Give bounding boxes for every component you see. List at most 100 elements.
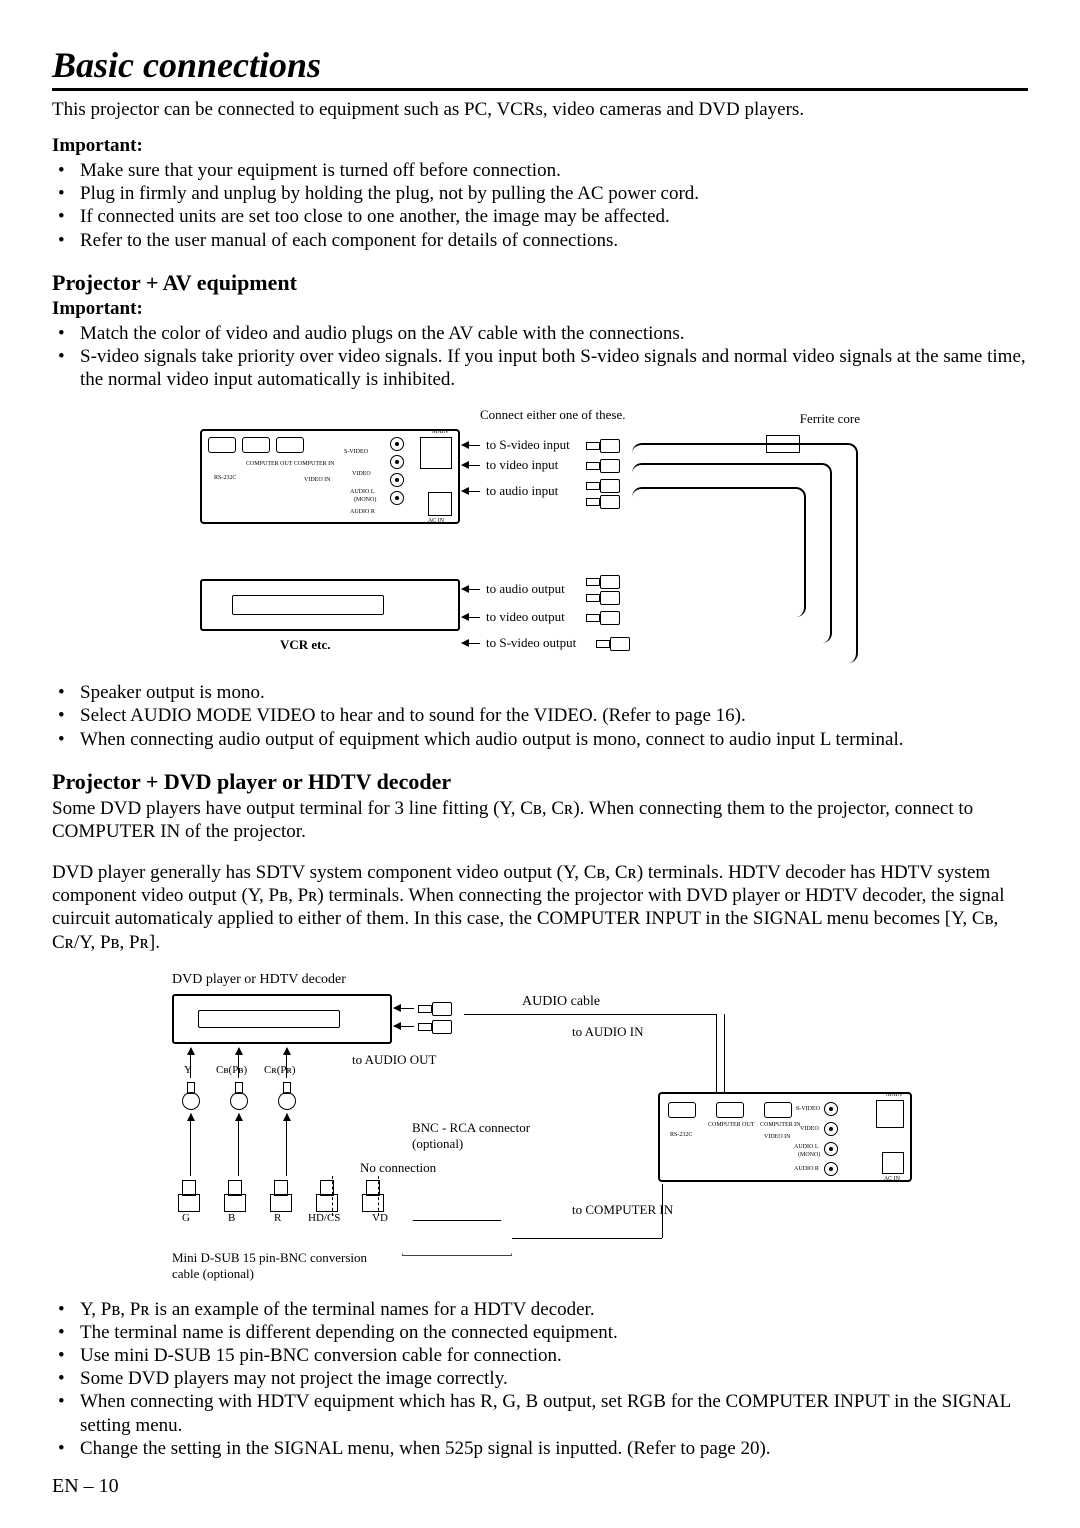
notes-after-d2: Y, Pʙ, Pʀ is an example of the terminal … (52, 1298, 1028, 1460)
diagram-label: to S-video output (486, 635, 576, 651)
port-icon (716, 1102, 744, 1118)
diagram-label: to audio output (486, 581, 565, 597)
page-number: EN – 10 (52, 1475, 119, 1498)
bnc-icon (224, 1180, 244, 1210)
arrow-icon (462, 589, 480, 590)
port-label: COMPUTER OUT (708, 1122, 755, 1128)
jack-icon (390, 455, 404, 469)
port-label: RS-232C (214, 475, 236, 481)
jack-icon (390, 437, 404, 451)
diagram-note: Connect either one of these. (480, 407, 625, 423)
vcr-icon (200, 579, 460, 631)
plug-icon (586, 611, 632, 623)
plug-icon (586, 575, 632, 587)
list-item: If connected units are set too close to … (80, 205, 1028, 228)
ac-in-icon (882, 1152, 904, 1174)
important-list-2: Match the color of video and audio plugs… (52, 322, 1028, 392)
diagram-label: to S-video input (486, 437, 570, 453)
main-port-icon (420, 437, 452, 469)
dashed-line (378, 1176, 379, 1216)
arrow-icon (462, 617, 480, 618)
cable-line (724, 1014, 725, 1092)
cable-loop (632, 487, 806, 617)
to-audio-out-label: to AUDIO OUT (352, 1052, 437, 1068)
port-icon (242, 437, 270, 453)
list-item: S-video signals take priority over video… (80, 345, 1028, 391)
port-label: AUDIO R (350, 509, 375, 515)
port-label: COMPUTER OUT (246, 461, 293, 467)
list-item: Y, Pʙ, Pʀ is an example of the terminal … (80, 1298, 1028, 1321)
jack-icon (390, 491, 404, 505)
arrow-icon (238, 1114, 239, 1176)
rca-jack-icon (230, 1082, 246, 1108)
port-label: VIDEO (800, 1126, 819, 1132)
important-label-1: Important: (52, 135, 1028, 157)
important-label-2: Important: (52, 298, 1028, 320)
subhead-dvd: Projector + DVD player or HDTV decoder (52, 769, 1028, 795)
arrow-icon (286, 1048, 287, 1078)
diagram-label: to video input (486, 457, 558, 473)
mini-dsub-label: Mini D-SUB 15 pin-BNC conversion cable (… (172, 1250, 392, 1282)
para-1: Some DVD players have output terminal fo… (52, 797, 1028, 843)
bnc-icon (270, 1180, 290, 1210)
para-2: DVD player generally has SDTV system com… (52, 861, 1028, 954)
arrow-icon (462, 445, 480, 446)
to-audio-in-label: to AUDIO IN (572, 1024, 644, 1040)
list-item: Refer to the user manual of each compone… (80, 229, 1028, 252)
port-label: COMPUTER IN (294, 461, 335, 467)
port-label: (MONO) (354, 497, 376, 503)
to-computer-in-label: to COMPUTER IN (572, 1202, 682, 1218)
rca-jack-icon (278, 1082, 294, 1108)
notes-after-d1: Speaker output is mono. Select AUDIO MOD… (52, 681, 1028, 751)
projector-panel: RS-232C COMPUTER OUT COMPUTER IN S-VIDEO… (200, 429, 460, 524)
plug-icon (586, 439, 632, 451)
port-label: VIDEO (352, 471, 371, 477)
bnc-rca-label: BNC - RCA connector (optional) (412, 1120, 572, 1152)
intro-text: This projector can be connected to equip… (52, 99, 1028, 121)
port-label: AC IN (428, 518, 444, 524)
plug-icon (596, 637, 642, 649)
list-item: Plug in firmly and unplug by holding the… (80, 182, 1028, 205)
port-label: VIDEO IN (304, 477, 331, 483)
port-icon (208, 437, 236, 453)
subhead-av: Projector + AV equipment (52, 270, 1028, 296)
port-label: AC IN (884, 1176, 900, 1182)
jack-icon (824, 1162, 838, 1176)
port-label: RS-232C (670, 1132, 692, 1138)
dsub-connector-icon (402, 1220, 512, 1256)
arrow-icon (238, 1048, 239, 1078)
projector-panel-2: RS-232C COMPUTER OUT COMPUTER IN S-VIDEO… (658, 1092, 912, 1182)
audio-cable-label: AUDIO cable (522, 994, 600, 1010)
port-label: (MONO) (798, 1152, 820, 1158)
dashed-line (332, 1176, 333, 1216)
list-item: Make sure that your equipment is turned … (80, 159, 1028, 182)
no-conn-label: No connection (360, 1160, 436, 1176)
rca-jack-icon (182, 1082, 198, 1108)
bnc-icon (178, 1180, 198, 1210)
dvd-title-label: DVD player or HDTV decoder (172, 972, 346, 988)
port-label: S-VIDEO (344, 449, 368, 455)
list-item: Use mini D-SUB 15 pin-BNC conversion cab… (80, 1344, 1028, 1367)
arrow-icon (190, 1114, 191, 1176)
vcr-label: VCR etc. (280, 637, 331, 653)
rca-cr-label: Cʀ(Pʀ) (264, 1064, 296, 1076)
main-port-icon (876, 1100, 904, 1128)
port-label: COMPUTER IN (760, 1122, 801, 1128)
arrow-icon (394, 1008, 414, 1009)
port-icon (276, 437, 304, 453)
bnc-r-label: R (274, 1212, 281, 1224)
port-label: S-VIDEO (796, 1106, 820, 1112)
arrow-icon (394, 1026, 414, 1027)
list-item: Some DVD players may not project the ima… (80, 1367, 1028, 1390)
cable-line (512, 1238, 662, 1239)
diagram-label: to video output (486, 609, 565, 625)
list-item: Change the setting in the SIGNAL menu, w… (80, 1437, 1028, 1460)
jack-icon (824, 1142, 838, 1156)
arrow-icon (190, 1048, 191, 1078)
plug-icon (586, 591, 632, 603)
list-item: Match the color of video and audio plugs… (80, 322, 1028, 345)
bnc-hdcs-label: HD/CS (308, 1212, 340, 1224)
list-item: Select AUDIO MODE VIDEO to hear and to s… (80, 704, 1028, 727)
ac-in-icon (428, 492, 452, 516)
port-label: MAIN (886, 1092, 902, 1098)
